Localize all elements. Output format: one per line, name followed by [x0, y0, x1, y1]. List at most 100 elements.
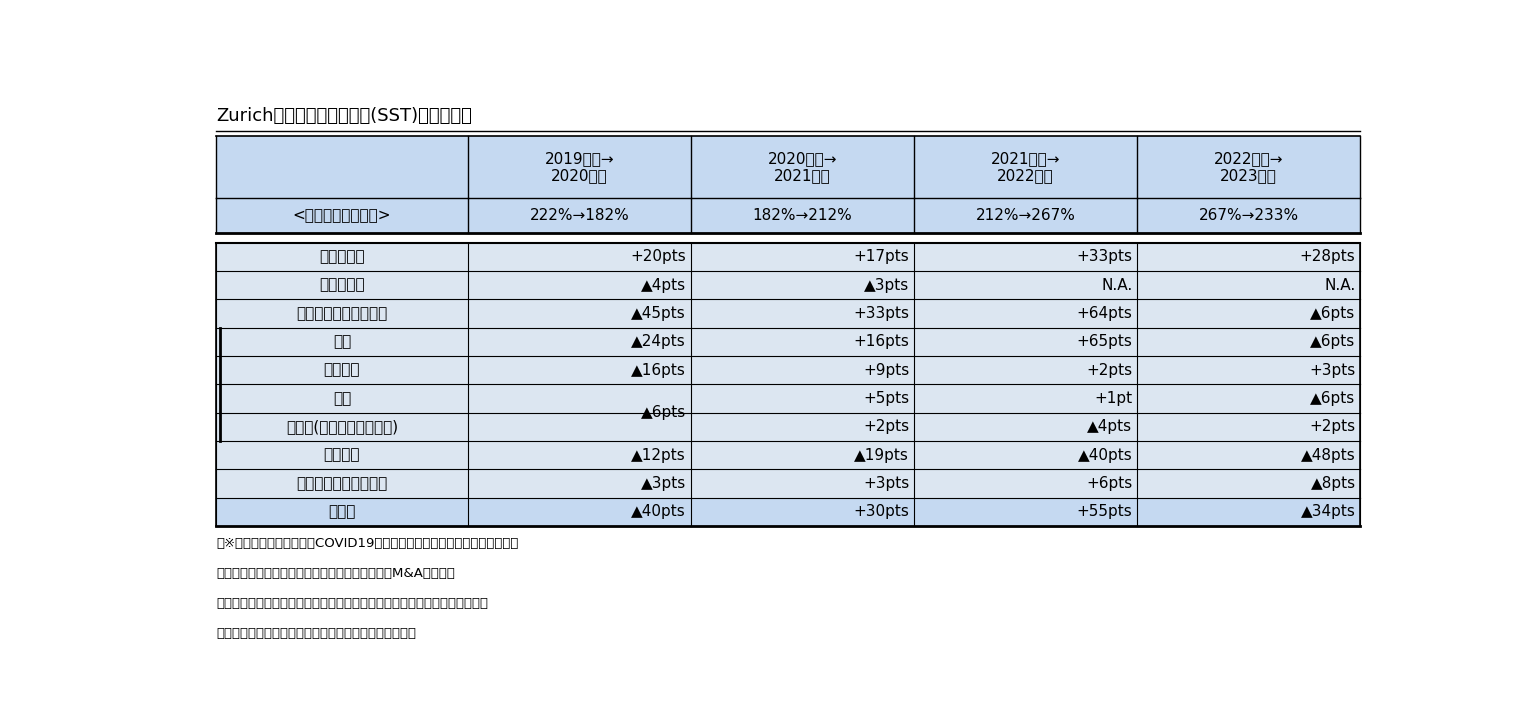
Text: +17pts: +17pts: [854, 249, 909, 264]
Text: 市場リスク・市場変化の「その他」は、信用スプレッドの影響等を含む。: 市場リスク・市場変化の「その他」は、信用スプレッドの影響等を含む。: [215, 597, 488, 610]
Bar: [215, 136, 468, 198]
Bar: [468, 198, 691, 233]
Text: その他（経営行動等）: その他（経営行動等）: [297, 476, 388, 491]
Text: ▲40pts: ▲40pts: [1078, 447, 1132, 462]
Bar: [691, 243, 914, 271]
Text: ▲6pts: ▲6pts: [1310, 306, 1355, 321]
Bar: [691, 328, 914, 356]
Text: 市場変動: 市場変動: [323, 362, 360, 377]
Text: ▲34pts: ▲34pts: [1301, 504, 1355, 520]
Bar: [1137, 299, 1361, 328]
Text: +64pts: +64pts: [1077, 306, 1132, 321]
Bar: [691, 356, 914, 384]
Bar: [1137, 271, 1361, 299]
Text: ▲4pts: ▲4pts: [1087, 419, 1132, 434]
Text: +2pts: +2pts: [1086, 362, 1132, 377]
Text: （※）「保険リスク」は、COVID19及び超過力タストロフィの影響を含む。: （※）「保険リスク」は、COVID19及び超過力タストロフィの影響を含む。: [215, 537, 518, 550]
Text: 182%→212%: 182%→212%: [752, 208, 852, 223]
Bar: [215, 243, 468, 271]
Text: ▲6pts: ▲6pts: [1310, 391, 1355, 406]
Bar: [215, 328, 468, 356]
Text: ▲3pts: ▲3pts: [641, 476, 686, 491]
Bar: [691, 469, 914, 498]
Bar: [1137, 198, 1361, 233]
Text: 2022年末→
2023年末: 2022年末→ 2023年末: [1213, 151, 1284, 183]
Text: +2pts: +2pts: [863, 419, 909, 434]
Text: ▲6pts: ▲6pts: [1310, 334, 1355, 349]
Bar: [468, 411, 691, 413]
Text: 2019年末→
2020年末: 2019年末→ 2020年末: [544, 151, 614, 183]
Bar: [914, 441, 1137, 469]
Bar: [468, 469, 691, 498]
Text: ▲6pts: ▲6pts: [641, 405, 686, 420]
Bar: [914, 413, 1137, 441]
Bar: [468, 271, 691, 299]
Text: +30pts: +30pts: [854, 504, 909, 520]
Bar: [1137, 469, 1361, 498]
Text: N.A.: N.A.: [1324, 278, 1355, 292]
Bar: [215, 198, 468, 233]
Text: +28pts: +28pts: [1300, 249, 1355, 264]
Bar: [914, 136, 1137, 198]
Bar: [468, 356, 691, 384]
Bar: [1137, 136, 1361, 198]
Text: ▲12pts: ▲12pts: [632, 447, 686, 462]
Text: <ソルベンシー比率>: <ソルベンシー比率>: [292, 208, 391, 223]
Text: 2021年末→
2022年末: 2021年末→ 2022年末: [990, 151, 1060, 183]
Text: 2020年末→
2021年末: 2020年末→ 2021年末: [767, 151, 837, 183]
Bar: [215, 441, 468, 469]
Text: 営業利益等: 営業利益等: [320, 249, 365, 264]
Text: +1pt: +1pt: [1095, 391, 1132, 406]
Text: ▲4pts: ▲4pts: [641, 278, 686, 292]
Text: 222%→182%: 222%→182%: [529, 208, 629, 223]
Bar: [468, 498, 691, 526]
Text: +5pts: +5pts: [863, 391, 909, 406]
Text: ▲24pts: ▲24pts: [632, 334, 686, 349]
Bar: [215, 299, 468, 328]
Text: 「資本行動」は、配当支払、債券発行・返済、M&Aを含む。: 「資本行動」は、配当支払、債券発行・返済、M&Aを含む。: [215, 567, 455, 580]
Text: ▲8pts: ▲8pts: [1310, 476, 1355, 491]
Text: 「その他」は、前提やモデル変更、経営行動を含む。: 「その他」は、前提やモデル変更、経営行動を含む。: [215, 627, 417, 640]
Bar: [1137, 498, 1361, 526]
Bar: [468, 384, 691, 413]
Text: 合　計: 合 計: [328, 504, 355, 520]
Bar: [914, 243, 1137, 271]
Text: +6pts: +6pts: [1086, 476, 1132, 491]
Bar: [914, 498, 1137, 526]
Text: 金利: 金利: [332, 334, 351, 349]
Bar: [215, 384, 468, 413]
Bar: [215, 413, 468, 441]
Bar: [914, 384, 1137, 413]
Bar: [914, 469, 1137, 498]
Bar: [468, 136, 691, 198]
Text: +16pts: +16pts: [854, 334, 909, 349]
Bar: [1137, 384, 1361, 413]
Bar: [914, 271, 1137, 299]
Bar: [215, 469, 468, 498]
Bar: [468, 243, 691, 271]
Text: 267%→233%: 267%→233%: [1198, 208, 1300, 223]
Text: ▲19pts: ▲19pts: [855, 447, 909, 462]
Text: ▲40pts: ▲40pts: [632, 504, 686, 520]
Bar: [1137, 243, 1361, 271]
Bar: [691, 198, 914, 233]
Bar: [215, 498, 468, 526]
Text: その他(信用スプレッド等): その他(信用スプレッド等): [286, 419, 398, 434]
Bar: [468, 299, 691, 328]
Text: +55pts: +55pts: [1077, 504, 1132, 520]
Text: +33pts: +33pts: [1077, 249, 1132, 264]
Bar: [468, 441, 691, 469]
Text: N.A.: N.A.: [1101, 278, 1132, 292]
Bar: [691, 384, 914, 413]
Bar: [691, 498, 914, 526]
Text: +33pts: +33pts: [854, 306, 909, 321]
Bar: [468, 413, 691, 441]
Text: 市場リスク・市場変化: 市場リスク・市場変化: [297, 306, 388, 321]
Text: 為替: 為替: [332, 391, 351, 406]
Text: +9pts: +9pts: [863, 362, 909, 377]
Text: ▲45pts: ▲45pts: [632, 306, 686, 321]
Bar: [691, 441, 914, 469]
Bar: [215, 356, 468, 384]
Text: +3pts: +3pts: [863, 476, 909, 491]
Text: Zurichのソルベンシー比率(SST)推移の要因: Zurichのソルベンシー比率(SST)推移の要因: [215, 107, 472, 125]
